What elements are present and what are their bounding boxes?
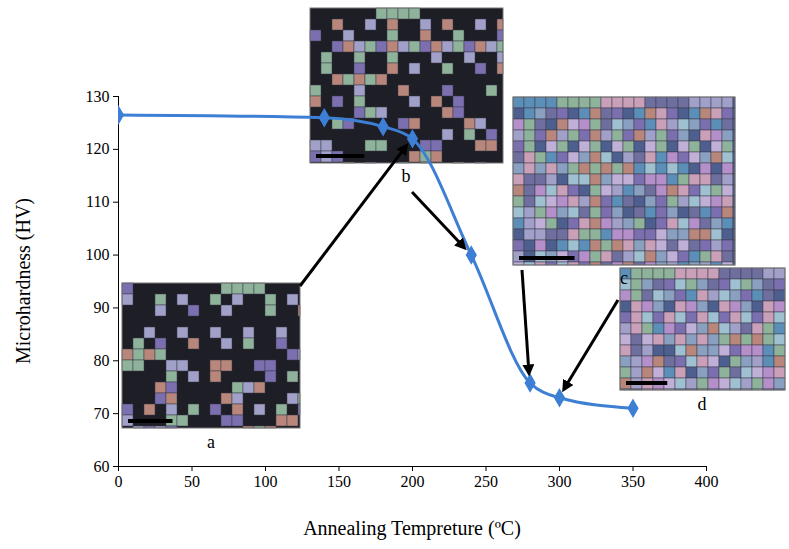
svg-text:b: b <box>402 166 411 186</box>
svg-text:Microhardness (HV): Microhardness (HV) <box>12 198 35 364</box>
svg-text:300: 300 <box>548 473 572 490</box>
svg-text:a: a <box>207 432 215 452</box>
svg-text:130: 130 <box>86 88 110 105</box>
svg-text:100: 100 <box>86 246 110 263</box>
svg-text:150: 150 <box>327 473 351 490</box>
svg-text:70: 70 <box>94 405 110 422</box>
svg-text:110: 110 <box>86 193 109 210</box>
svg-text:60: 60 <box>94 458 110 475</box>
svg-text:100: 100 <box>254 473 278 490</box>
svg-text:350: 350 <box>621 473 645 490</box>
svg-text:90: 90 <box>94 299 110 316</box>
svg-text:0: 0 <box>115 473 123 490</box>
svg-text:80: 80 <box>94 352 110 369</box>
svg-text:250: 250 <box>474 473 498 490</box>
svg-text:c: c <box>620 268 628 288</box>
svg-text:d: d <box>698 394 707 414</box>
svg-text:200: 200 <box>401 473 425 490</box>
svg-text:50: 50 <box>184 473 200 490</box>
svg-text:Annealing Tempreture (ºC): Annealing Tempreture (ºC) <box>303 517 521 540</box>
svg-text:120: 120 <box>86 140 110 157</box>
svg-text:400: 400 <box>695 473 719 490</box>
